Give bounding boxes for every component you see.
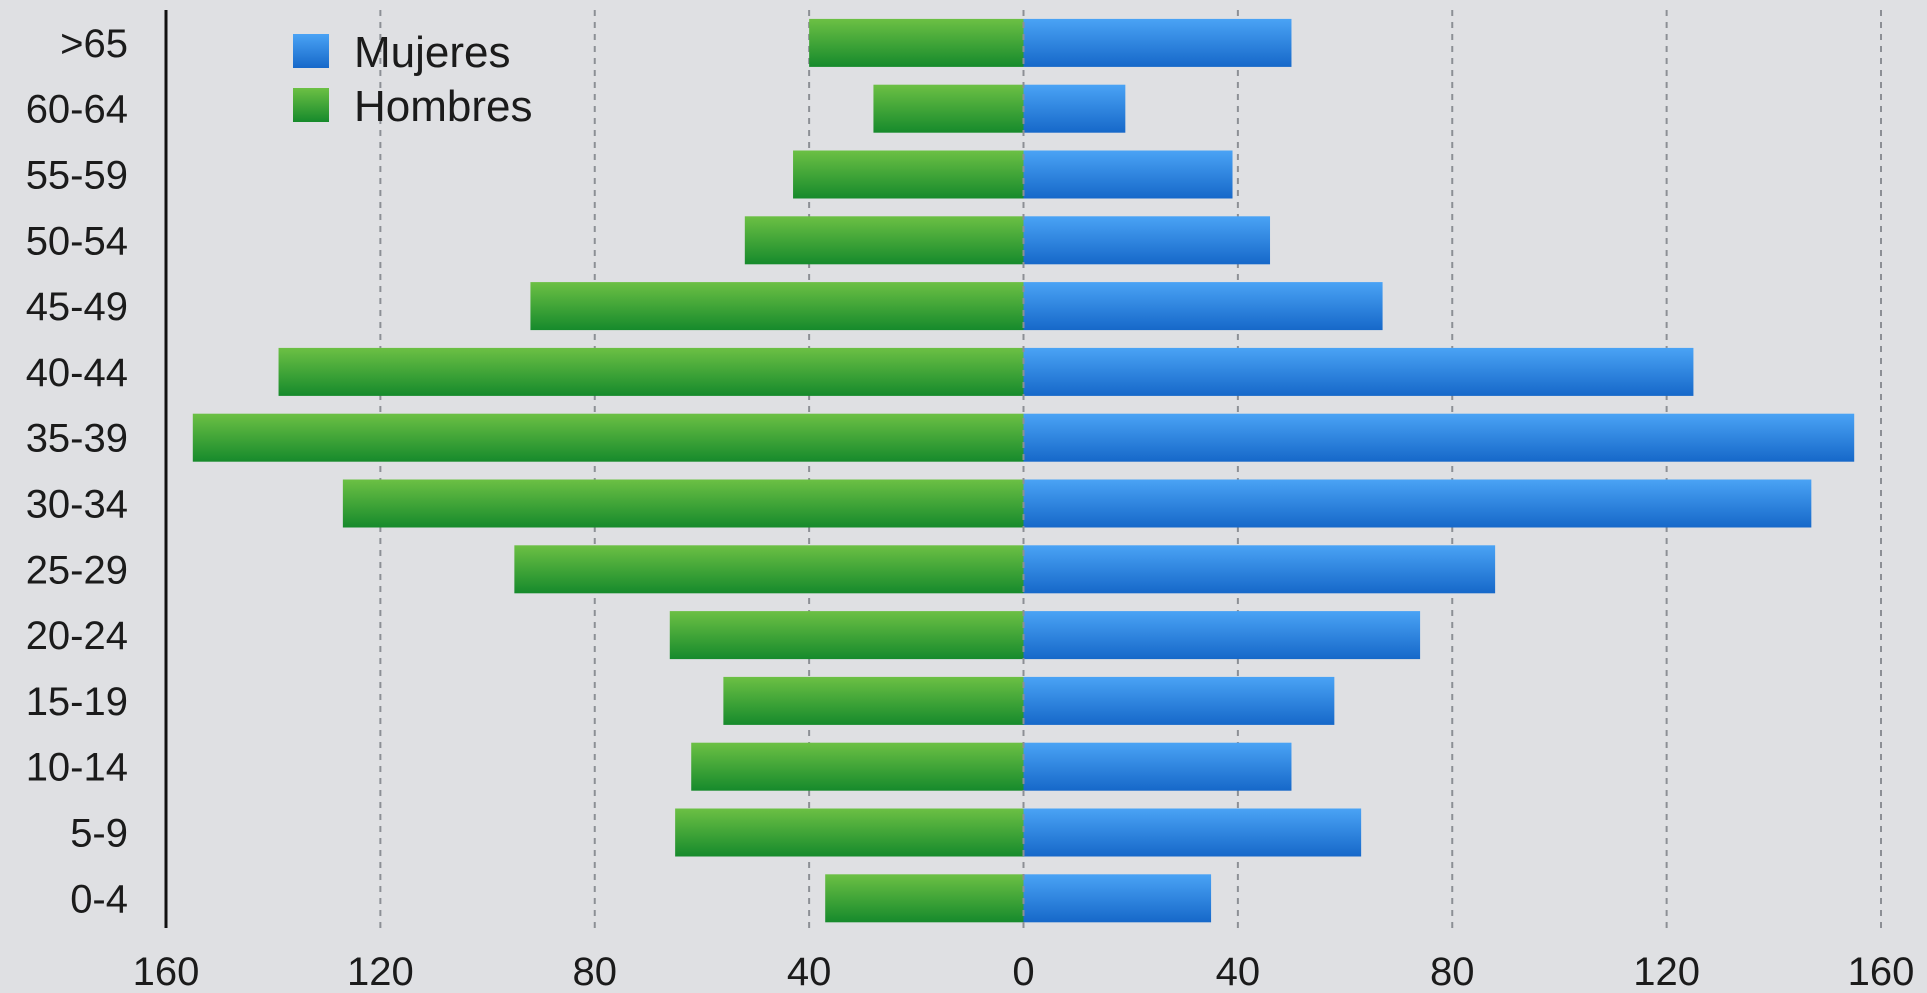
bar-hombres-5-9 — [675, 808, 1024, 857]
y-tick-label: 55-59 — [26, 154, 128, 198]
bar-mujeres-0-4 — [1023, 874, 1212, 923]
y-tick-label: 20-24 — [26, 614, 128, 658]
y-tick-label: 40-44 — [26, 351, 128, 395]
y-tick-label: 45-49 — [26, 285, 128, 329]
legend: Mujeres Hombres — [293, 28, 533, 131]
bar-hombres-25-29 — [514, 545, 1024, 594]
x-tick-label: 120 — [1633, 950, 1700, 993]
bar-mujeres-30-34 — [1023, 479, 1812, 528]
bar-mujeres-60-64 — [1023, 84, 1126, 133]
bar-hombres-45-49 — [530, 282, 1024, 331]
legend-label-mujeres: Mujeres — [354, 28, 511, 77]
bar-mujeres-50-54 — [1023, 216, 1271, 265]
bar-mujeres-55-59 — [1023, 150, 1233, 199]
x-tick-label: 80 — [573, 950, 618, 993]
bar-hombres-0-4 — [825, 874, 1024, 923]
bar-mujeres->65 — [1023, 18, 1292, 67]
y-tick-label: 15-19 — [26, 680, 128, 724]
bar-mujeres-20-24 — [1023, 611, 1421, 660]
x-tick-label: 0 — [1012, 950, 1034, 993]
y-tick-label: 10-14 — [26, 746, 128, 790]
bar-mujeres-40-44 — [1023, 347, 1694, 396]
y-tick-label: 0-4 — [70, 877, 128, 921]
bar-mujeres-15-19 — [1023, 676, 1335, 725]
bar-hombres->65 — [809, 18, 1024, 67]
x-tick-label: 120 — [347, 950, 414, 993]
y-tick-label: 50-54 — [26, 219, 128, 263]
bar-hombres-60-64 — [873, 84, 1024, 133]
legend-swatch-hombres — [293, 88, 329, 122]
bar-hombres-55-59 — [793, 150, 1024, 199]
bar-mujeres-25-29 — [1023, 545, 1496, 594]
x-tick-label: 80 — [1430, 950, 1475, 993]
bar-mujeres-5-9 — [1023, 808, 1362, 857]
bar-mujeres-45-49 — [1023, 282, 1383, 331]
x-tick-label: 160 — [133, 950, 200, 993]
legend-swatch-mujeres — [293, 34, 329, 68]
x-tick-label: 40 — [1216, 950, 1261, 993]
bar-hombres-50-54 — [744, 216, 1024, 265]
bar-mujeres-10-14 — [1023, 742, 1292, 791]
y-tick-label: >65 — [60, 22, 128, 66]
bar-mujeres-35-39 — [1023, 413, 1855, 462]
bar-hombres-10-14 — [691, 742, 1024, 791]
y-tick-label: 60-64 — [26, 88, 128, 132]
bar-hombres-30-34 — [342, 479, 1024, 528]
x-tick-label: 40 — [787, 950, 832, 993]
bars-layer — [192, 10, 1855, 928]
bar-hombres-40-44 — [278, 347, 1024, 396]
legend-label-hombres: Hombres — [354, 82, 533, 131]
x-tick-label: 160 — [1848, 950, 1915, 993]
y-tick-label: 35-39 — [26, 417, 128, 461]
y-axis-labels: >65 60-64 55-59 50-54 45-49 40-44 35-39 30-34 25… — [26, 22, 128, 921]
bar-hombres-15-19 — [723, 676, 1024, 725]
bar-hombres-20-24 — [669, 611, 1024, 660]
bar-hombres-35-39 — [192, 413, 1024, 462]
x-axis-labels: 160 120 80 40 0 40 80 120 160 — [133, 950, 1915, 993]
y-tick-label: 30-34 — [26, 483, 128, 527]
y-tick-label: 25-29 — [26, 548, 128, 592]
y-tick-label: 5-9 — [70, 812, 128, 856]
